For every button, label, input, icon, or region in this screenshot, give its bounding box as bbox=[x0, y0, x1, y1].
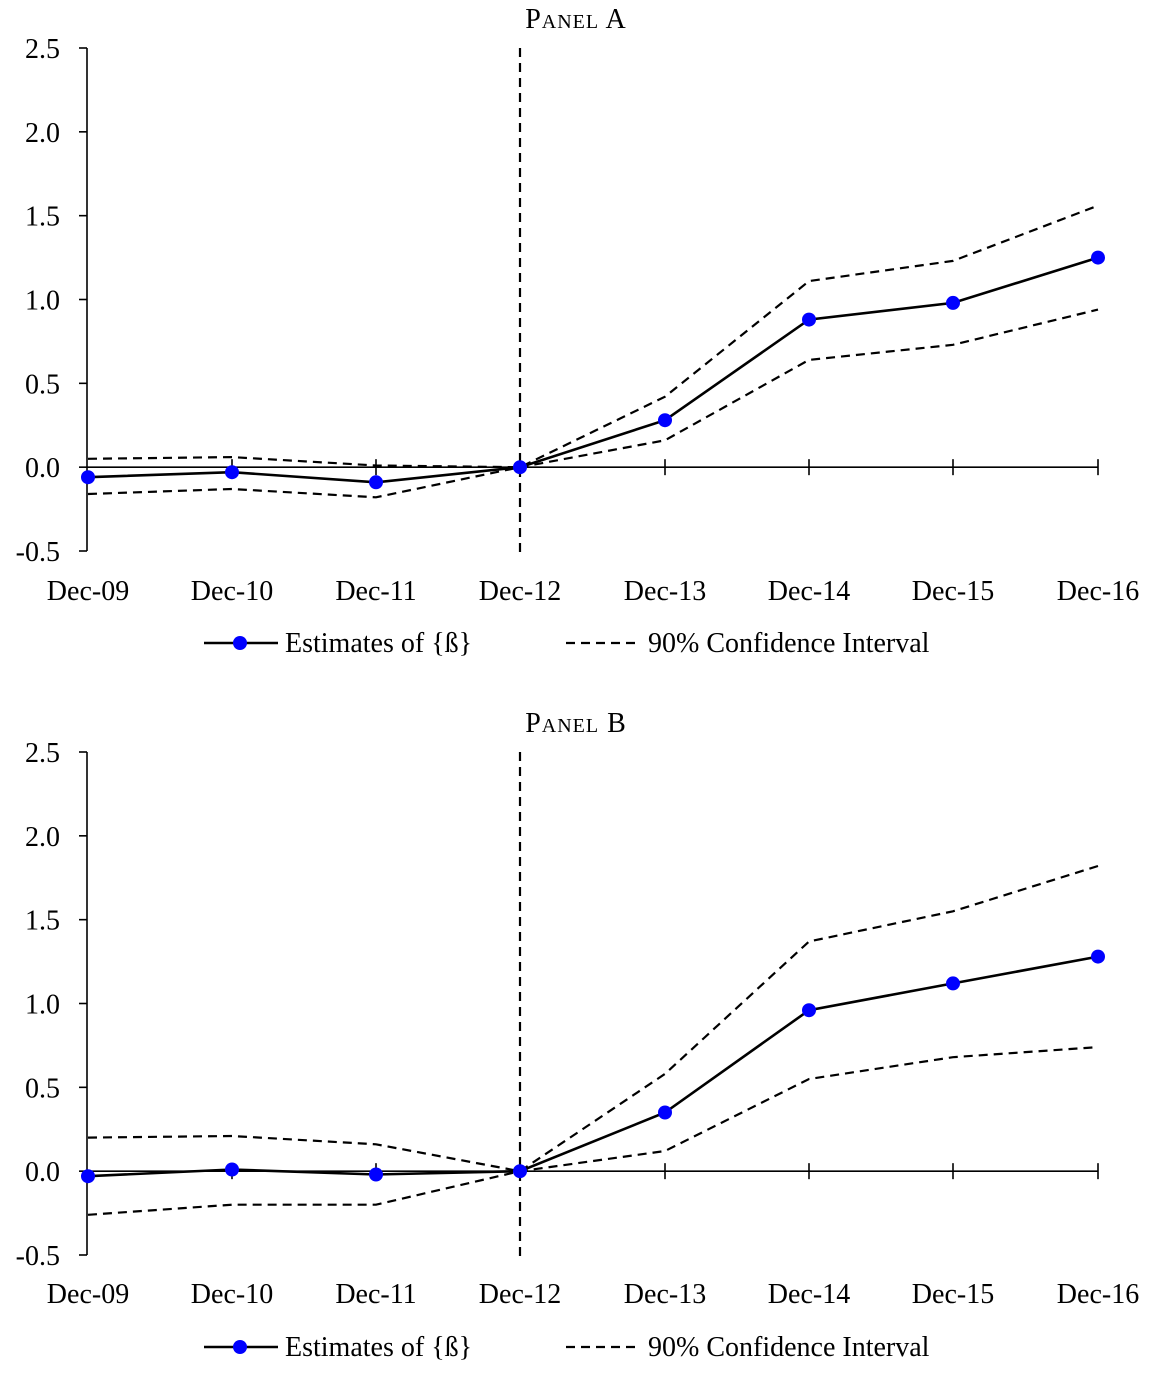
x-tick-label: Dec-15 bbox=[912, 576, 994, 607]
x-tick-label: Dec-09 bbox=[47, 576, 129, 607]
legend-ci-label: 90% Confidence Interval bbox=[648, 628, 930, 659]
estimate-point bbox=[946, 295, 960, 310]
y-tick-label: -0.5 bbox=[16, 537, 60, 568]
x-tick-label: Dec-09 bbox=[47, 1279, 129, 1310]
x-tick-label: Dec-14 bbox=[768, 576, 850, 607]
y-tick-label: 1.0 bbox=[25, 286, 60, 317]
estimate-point bbox=[1091, 949, 1105, 964]
estimate-point bbox=[946, 976, 960, 991]
y-tick-label: -0.5 bbox=[16, 1241, 60, 1272]
y-tick-label: 2.0 bbox=[25, 118, 60, 149]
estimate-point bbox=[81, 1169, 95, 1184]
estimate-point bbox=[1091, 250, 1105, 265]
ci-lower-line bbox=[87, 1046, 1099, 1216]
estimate-point bbox=[658, 1105, 672, 1120]
x-tick-label: Dec-10 bbox=[191, 576, 273, 607]
estimate-point bbox=[513, 1164, 527, 1179]
estimate-point bbox=[225, 465, 239, 480]
ci-lower-line bbox=[87, 308, 1099, 499]
y-tick-label: 0.5 bbox=[25, 1073, 60, 1104]
x-tick-label: Dec-13 bbox=[624, 1279, 706, 1310]
legend-estimate-swatch-marker bbox=[233, 1340, 247, 1354]
panel-title: Panel B bbox=[525, 708, 627, 739]
estimate-point bbox=[225, 1162, 239, 1177]
x-tick-label: Dec-14 bbox=[768, 1279, 850, 1310]
estimate-line bbox=[87, 256, 1099, 484]
estimate-point bbox=[369, 1167, 383, 1182]
x-tick-label: Dec-12 bbox=[479, 576, 561, 607]
x-tick-label: Dec-15 bbox=[912, 1279, 994, 1310]
x-tick-label: Dec-11 bbox=[335, 576, 416, 607]
x-tick-label: Dec-16 bbox=[1057, 1279, 1139, 1310]
legend-estimate-label: Estimates of {ß} bbox=[285, 1332, 472, 1363]
legend-ci-label: 90% Confidence Interval bbox=[648, 1332, 930, 1363]
estimate-point bbox=[658, 413, 672, 428]
y-tick-label: 0.5 bbox=[25, 369, 60, 400]
x-tick-label: Dec-11 bbox=[335, 1279, 416, 1310]
y-tick-label: 0.0 bbox=[25, 453, 60, 484]
y-tick-label: 0.0 bbox=[25, 1157, 60, 1188]
y-tick-label: 1.5 bbox=[25, 906, 60, 937]
estimate-point bbox=[802, 312, 816, 327]
ci-upper-line bbox=[87, 864, 1099, 1173]
ci-upper-line bbox=[87, 204, 1099, 469]
x-tick-label: Dec-12 bbox=[479, 1279, 561, 1310]
estimate-line bbox=[87, 955, 1099, 1178]
chart-panel-a: Panel A -0.5 0.0 0.5 1.0 1.5 2.0 2.5 Dec-09 Dec-1… bbox=[16, 4, 1140, 659]
y-tick-label: 1.0 bbox=[25, 990, 60, 1021]
estimate-point bbox=[81, 470, 95, 485]
estimate-point bbox=[513, 460, 527, 475]
estimate-point bbox=[369, 475, 383, 490]
legend-estimate-label: Estimates of {ß} bbox=[285, 628, 472, 659]
x-tick-label: Dec-10 bbox=[191, 1279, 273, 1310]
x-tick-label: Dec-16 bbox=[1057, 576, 1139, 607]
panel-title: Panel A bbox=[525, 4, 627, 35]
y-tick-label: 1.5 bbox=[25, 202, 60, 233]
chart-panel-b: Panel B -0.5 0.0 0.5 1.0 1.5 2.0 2.5 Dec-09 Dec-1… bbox=[16, 708, 1140, 1363]
estimate-point bbox=[802, 1003, 816, 1018]
y-tick-label: 2.5 bbox=[25, 34, 60, 65]
y-tick-label: 2.5 bbox=[25, 738, 60, 769]
legend-estimate-swatch-marker bbox=[233, 636, 247, 650]
y-tick-label: 2.0 bbox=[25, 822, 60, 853]
x-tick-label: Dec-13 bbox=[624, 576, 706, 607]
